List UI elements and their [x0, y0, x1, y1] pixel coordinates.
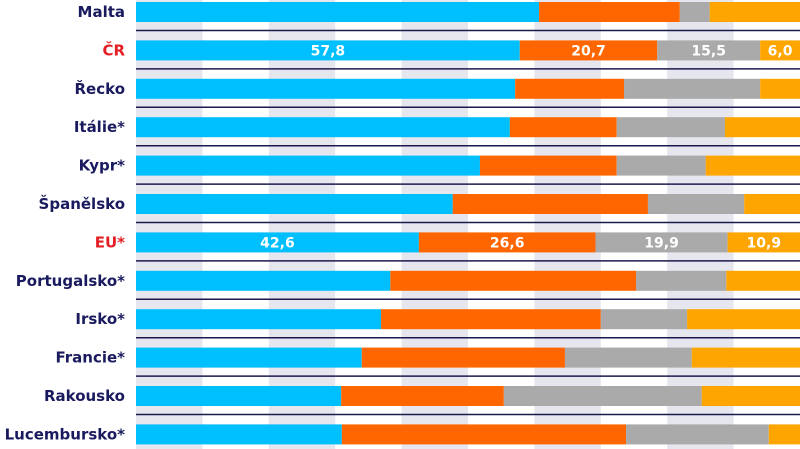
bar-segment [600, 309, 688, 330]
bar-segment [136, 424, 342, 445]
category-label: Řecko [75, 79, 126, 98]
bar-segment [136, 78, 516, 99]
data-label: 42,6 [260, 235, 295, 251]
category-label: ČR [102, 40, 125, 59]
bar-segment [726, 270, 800, 291]
bar-segment [136, 347, 362, 368]
bar-segment [768, 424, 800, 445]
bar-segment [635, 270, 727, 291]
grid-band [401, 0, 468, 449]
bar-segment [760, 78, 800, 99]
bar-segment [341, 424, 627, 445]
bar-segment [515, 78, 625, 99]
category-label: Irsko* [75, 310, 125, 328]
grid-band [534, 0, 601, 449]
data-label: 26,6 [490, 235, 525, 251]
bar-segment [361, 347, 565, 368]
grid-band [667, 0, 734, 449]
bar-segment [687, 309, 800, 330]
bar-segment [616, 155, 706, 176]
bar-segment [136, 309, 382, 330]
bar-segment [647, 194, 745, 214]
bar-segment [701, 386, 800, 406]
data-label: 6,0 [768, 43, 793, 59]
data-label: 15,5 [691, 43, 726, 59]
category-label: Itálie* [74, 118, 125, 136]
data-label: 10,9 [747, 235, 782, 251]
bar-segment [727, 232, 800, 253]
bar-segment [452, 194, 648, 214]
bar-segment [624, 78, 761, 99]
category-label: EU* [95, 233, 125, 251]
grid-band [136, 0, 203, 449]
bar-segment [679, 2, 710, 22]
bar-segment [136, 117, 510, 138]
category-label: Malta [78, 3, 125, 21]
data-label: 57,8 [311, 43, 346, 59]
bar-segment [519, 40, 658, 61]
bar-segment [539, 2, 680, 22]
bar-segment [626, 424, 769, 445]
bar-segment [724, 117, 800, 138]
bar-segment [744, 194, 800, 214]
bar-segment [390, 270, 636, 291]
bar-segment [509, 117, 617, 138]
bar-segment [595, 232, 728, 253]
bar-segment [709, 2, 800, 22]
bar-segment [381, 309, 601, 330]
bar-segment [564, 347, 692, 368]
bar-segment [616, 117, 725, 138]
bar-segment [691, 347, 800, 368]
bar-segment [341, 386, 504, 406]
bar-segment [136, 2, 540, 22]
bar-segment [136, 40, 520, 61]
bar-segment [503, 386, 702, 406]
bar-segment [479, 155, 617, 176]
bar-segment [418, 232, 596, 253]
grid-band [268, 0, 336, 449]
bar-segment [657, 40, 761, 61]
bar-segment [136, 386, 342, 406]
data-label: 19,9 [644, 235, 679, 251]
bar-segment [136, 270, 391, 291]
bar-segment [136, 232, 419, 253]
bar-segment [136, 155, 480, 176]
data-label: 20,7 [571, 43, 606, 59]
bar-segment [705, 155, 800, 176]
category-label: Francie* [55, 349, 125, 367]
category-label: Portugalsko* [16, 272, 125, 290]
category-label: Rakousko [44, 387, 125, 405]
bar-segment [760, 40, 800, 61]
category-label: Kypr* [79, 157, 126, 175]
category-label: Španělsko [39, 194, 125, 213]
bar-segment [136, 194, 453, 214]
category-label: Lucembursko* [5, 425, 126, 443]
